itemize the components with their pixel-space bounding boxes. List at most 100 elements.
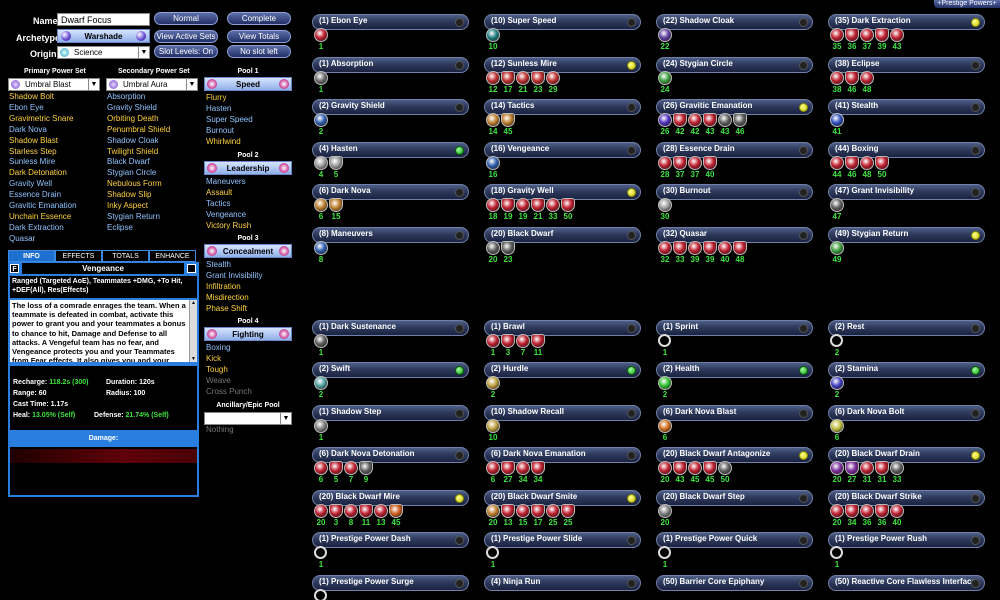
enhancement-icon[interactable] [516,334,530,348]
enhancement-icon[interactable] [389,504,403,518]
enhancement-icon[interactable] [561,198,575,212]
enhancement-icon[interactable] [374,504,388,518]
enhancement-icon[interactable] [344,504,358,518]
enhancement-icon[interactable] [314,198,328,212]
enhancement-icon[interactable] [546,198,560,212]
enhancement-icon[interactable] [486,461,500,475]
enhancement-icon[interactable] [875,156,889,170]
enhancement-icon[interactable] [501,71,515,85]
enhancement-icon[interactable] [516,461,530,475]
empty-enhancement-slot-icon[interactable] [314,546,327,559]
enhancement-icon[interactable] [314,419,328,433]
enhancement-icon[interactable] [830,241,844,255]
power-slot[interactable]: (24) Stygian Circle [656,57,813,73]
pool-power-item[interactable]: Whirlwind [206,136,241,146]
secondary-power-item[interactable]: Penumbral Shield [107,124,171,134]
primary-power-item[interactable]: Gravity Well [9,179,52,189]
power-slot[interactable]: (1) Ebon Eye [312,14,469,30]
enhancement-icon[interactable] [830,504,844,518]
pool-power-item[interactable]: Victory Rush [206,220,252,230]
power-slot[interactable]: (1) Prestige Power Slide [484,532,641,548]
primary-power-item[interactable]: Ebon Eye [9,102,44,112]
power-slot[interactable]: (4) Hasten [312,142,469,158]
enhancement-icon[interactable] [658,28,672,42]
power-slot[interactable]: (2) Rest [828,320,985,336]
enhancement-icon[interactable] [314,71,328,85]
enhancement-icon[interactable] [718,113,732,127]
primary-power-item[interactable]: Gravimetric Snare [9,113,74,123]
view-active-sets-button[interactable]: View Active Sets [154,30,218,43]
enhancement-icon[interactable] [830,419,844,433]
power-slot[interactable]: (1) Absorption [312,57,469,73]
power-slot[interactable]: (6) Dark Nova Detonation [312,447,469,463]
power-slot[interactable]: (2) Swift [312,362,469,378]
enhancement-icon[interactable] [703,241,717,255]
enhancement-icon[interactable] [658,156,672,170]
power-slot[interactable]: (49) Stygian Return [828,227,985,243]
pool-power-item[interactable]: Phase Shift [206,303,247,313]
enhancement-icon[interactable] [531,461,545,475]
enhancement-icon[interactable] [314,334,328,348]
enhancement-icon[interactable] [718,461,732,475]
tab-enhance[interactable]: ENHANCE [149,250,196,262]
enhancement-icon[interactable] [314,113,328,127]
empty-enhancement-slot-icon[interactable] [658,334,671,347]
enhancement-icon[interactable] [546,504,560,518]
enhancement-icon[interactable] [516,71,530,85]
empty-enhancement-slot-icon[interactable] [486,546,499,559]
enhancement-icon[interactable] [890,461,904,475]
pool-power-item[interactable]: Super Speed [206,114,253,124]
enhancement-icon[interactable] [830,71,844,85]
enhancement-icon[interactable] [890,28,904,42]
power-slot[interactable]: (41) Stealth [828,99,985,115]
enhancement-icon[interactable] [501,241,515,255]
enhancement-icon[interactable] [703,156,717,170]
tab-totals[interactable]: TOTALS [102,250,149,262]
primary-power-item[interactable]: Essence Drain [9,190,62,200]
enhancement-icon[interactable] [486,113,500,127]
power-slot[interactable]: (1) Prestige Power Surge [312,575,469,591]
secondary-power-item[interactable]: Orbiting Death [107,113,159,123]
enhancement-icon[interactable] [314,241,328,255]
power-slot[interactable]: (8) Maneuvers [312,227,469,243]
secondary-power-item[interactable]: Gravity Shield [107,102,157,112]
enhancement-icon[interactable] [344,461,358,475]
enhancement-icon[interactable] [733,113,747,127]
enhancement-icon[interactable] [845,156,859,170]
enhancement-icon[interactable] [314,461,328,475]
enhancement-icon[interactable] [845,504,859,518]
enhancement-icon[interactable] [486,419,500,433]
empty-enhancement-slot-icon[interactable] [658,546,671,559]
epic-power-item[interactable]: Nothing [206,425,234,434]
power-slot[interactable]: (1) Prestige Power Quick [656,532,813,548]
enhancement-icon[interactable] [658,198,672,212]
enhancement-icon[interactable] [830,156,844,170]
enhancement-icon[interactable] [845,28,859,42]
enhancement-icon[interactable] [673,156,687,170]
enhancement-icon[interactable] [359,461,373,475]
primary-power-item[interactable]: Dark Detonation [9,168,67,178]
power-slot[interactable]: (6) Dark Nova [312,184,469,200]
power-slot[interactable]: (20) Black Dwarf Strike [828,490,985,506]
scroll-down-icon[interactable]: ▼ [191,356,196,362]
view-totals-button[interactable]: View Totals [227,30,291,43]
enhancement-icon[interactable] [830,28,844,42]
enhancement-icon[interactable] [890,504,904,518]
secondary-power-item[interactable]: Shadow Cloak [107,135,159,145]
enhancement-icon[interactable] [860,504,874,518]
enhancement-icon[interactable] [673,241,687,255]
pool-2-select[interactable]: Leadership [204,161,292,175]
secondary-power-item[interactable]: Stygian Circle [107,168,157,178]
epic-pool-select[interactable]: ▼ [204,412,292,425]
pool-power-item[interactable]: Tough [206,364,228,374]
enhancement-icon[interactable] [830,376,844,390]
description-scrollbar[interactable]: ▲ ▼ [189,300,197,362]
power-slot[interactable]: (50) Barrier Core Epiphany [656,575,813,591]
enhancement-icon[interactable] [501,504,515,518]
enhancement-icon[interactable] [688,461,702,475]
enhancement-icon[interactable] [673,113,687,127]
enhancement-icon[interactable] [516,504,530,518]
power-slot[interactable]: (44) Boxing [828,142,985,158]
primary-power-item[interactable]: Sunless Mire [9,157,56,167]
power-slot[interactable]: (2) Health [656,362,813,378]
